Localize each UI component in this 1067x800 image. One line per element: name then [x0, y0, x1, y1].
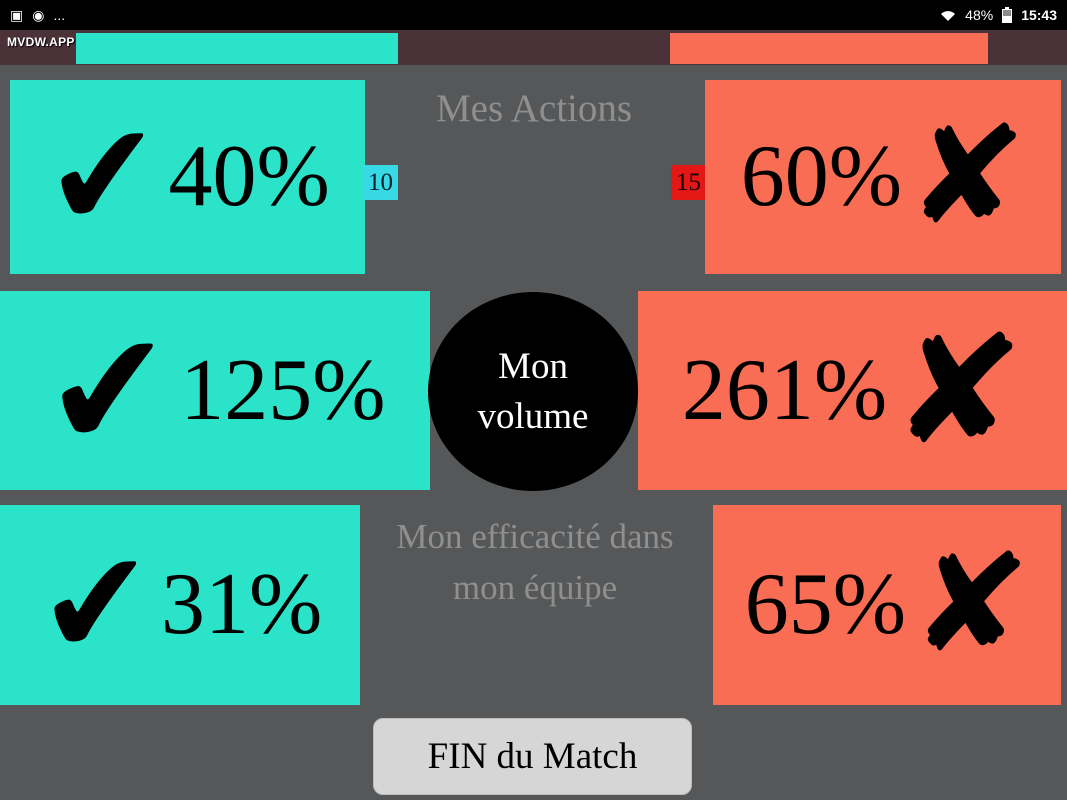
positive-volume-percent: 125%: [180, 341, 386, 439]
wifi-icon: [940, 9, 956, 22]
check-icon: ✔: [32, 519, 161, 690]
negative-actions-percent-box[interactable]: 60% ✘: [705, 80, 1061, 274]
end-match-button[interactable]: FIN du Match: [373, 718, 692, 795]
positive-action-button-partial[interactable]: [76, 33, 398, 64]
app-title: MVDW.APP: [7, 35, 75, 49]
check-icon: ✔: [38, 295, 181, 486]
positive-actions-percent: 40%: [168, 128, 330, 225]
check-icon: ✔: [39, 91, 169, 262]
negative-action-button-partial[interactable]: [670, 33, 988, 64]
negative-volume-percent: 261%: [681, 341, 888, 439]
more-notifications-icon: ...: [53, 7, 66, 23]
status-left-icons: ▣ ◉ ...: [10, 8, 65, 22]
x-icon: ✘: [903, 92, 1030, 261]
positive-volume-percent-box[interactable]: ✔ 125%: [0, 291, 430, 490]
efficacite-line2: mon équipe: [452, 567, 618, 607]
image-icon: ▣: [10, 7, 24, 23]
negative-actions-percent: 60%: [740, 128, 902, 225]
emoji-icon: ◉: [32, 7, 45, 23]
positive-count-badge: 10: [363, 165, 398, 201]
negative-count-badge: 15: [671, 165, 706, 201]
mon-volume-line1: Mon: [498, 345, 568, 387]
negative-volume-percent-box[interactable]: 261% ✘: [638, 291, 1067, 490]
battery-icon: [1002, 7, 1013, 23]
x-icon: ✘: [907, 520, 1034, 689]
clock-label: 15:43: [1021, 7, 1057, 23]
positive-efficiency-percent: 31%: [161, 556, 323, 653]
efficacite-label: Mon efficacité dans mon équipe: [330, 512, 740, 614]
mon-volume-circle: Mon volume: [428, 292, 638, 491]
mes-actions-label: Mes Actions: [435, 87, 633, 130]
battery-percent-label: 48%: [965, 7, 994, 23]
status-bar: ▣ ◉ ... 48% 15:43: [0, 0, 1067, 30]
positive-efficiency-percent-box[interactable]: ✔ 31%: [0, 505, 360, 705]
status-right-icons: 48% 15:43: [940, 7, 1057, 23]
negative-efficiency-percent-box[interactable]: 65% ✘: [713, 505, 1061, 705]
x-icon: ✘: [888, 296, 1028, 485]
positive-actions-percent-box[interactable]: ✔ 40%: [10, 80, 365, 274]
mon-volume-line2: volume: [477, 395, 589, 437]
negative-efficiency-percent: 65%: [744, 556, 906, 653]
efficacite-line1: Mon efficacité dans: [396, 517, 674, 556]
